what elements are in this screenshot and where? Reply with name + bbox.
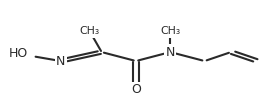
Text: N: N [166, 46, 175, 59]
Text: CH₃: CH₃ [160, 26, 180, 36]
Text: CH₃: CH₃ [80, 26, 100, 36]
Text: N: N [56, 55, 65, 68]
Text: O: O [131, 83, 141, 96]
Text: HO: HO [9, 47, 28, 60]
